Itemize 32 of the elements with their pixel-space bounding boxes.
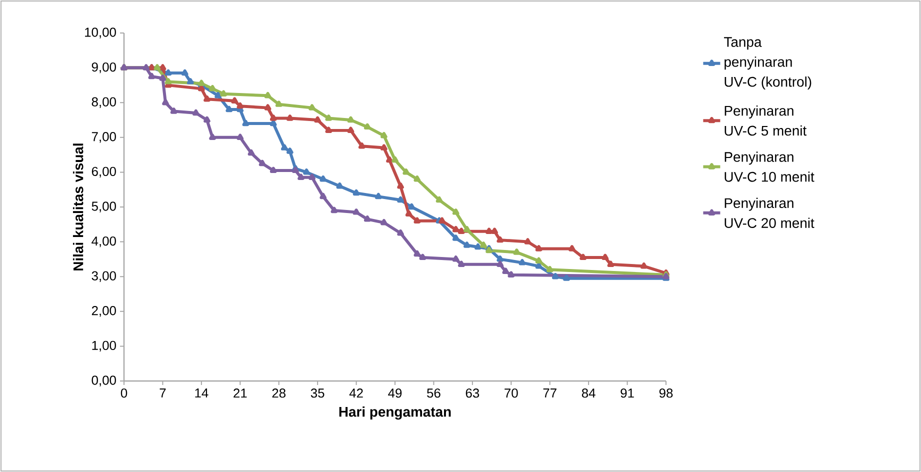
y-tick-label: 3,00 [92, 271, 116, 282]
y-tick-label: 6,00 [92, 166, 116, 178]
y-tick-label: 4,00 [92, 236, 116, 248]
y-tick-label: 9,00 [92, 62, 116, 74]
y-axis-title: Nilai kualitas visual [72, 144, 84, 270]
x-tick-label: 28 [272, 388, 286, 398]
x-tick-label: 35 [310, 388, 324, 398]
x-tick-label: 63 [466, 388, 480, 398]
x-tick-label: 98 [659, 388, 673, 398]
y-tick-label: 7,00 [92, 132, 116, 143]
y-tick-label: 5,00 [92, 202, 116, 212]
y-tick-label: 10,00 [85, 28, 116, 38]
y-tick-label: 0,00 [92, 376, 116, 386]
x-tick-label: 77 [543, 388, 556, 398]
x-tick-label: 70 [504, 388, 518, 398]
y-tick-label: 8,00 [92, 97, 116, 108]
x-tick-label: 91 [620, 388, 634, 398]
y-tick-label: 2,00 [92, 306, 116, 317]
x-tick-label: 84 [582, 388, 596, 398]
x-tick-label: 0 [120, 388, 128, 398]
x-tick-label: 42 [349, 388, 363, 398]
y-tick-label: 1,00 [92, 340, 116, 352]
legend-label: Tanpa penyinaran UV-C (kontrol) [724, 37, 812, 90]
x-tick-label: 7 [160, 388, 166, 398]
x-tick-label: 49 [388, 388, 402, 398]
legend-label: Penyinaran UV-C 10 menit [724, 152, 814, 182]
x-axis-title: Hari pengamatan [339, 406, 451, 420]
x-tick-label: 14 [195, 388, 208, 398]
x-tick-label: 56 [427, 388, 440, 398]
legend-label: Penyinaran UV-C 20 menit [724, 198, 814, 228]
legend-label: Penyinaran UV-C 5 menit [724, 106, 807, 136]
x-tick-label: 21 [234, 388, 247, 398]
